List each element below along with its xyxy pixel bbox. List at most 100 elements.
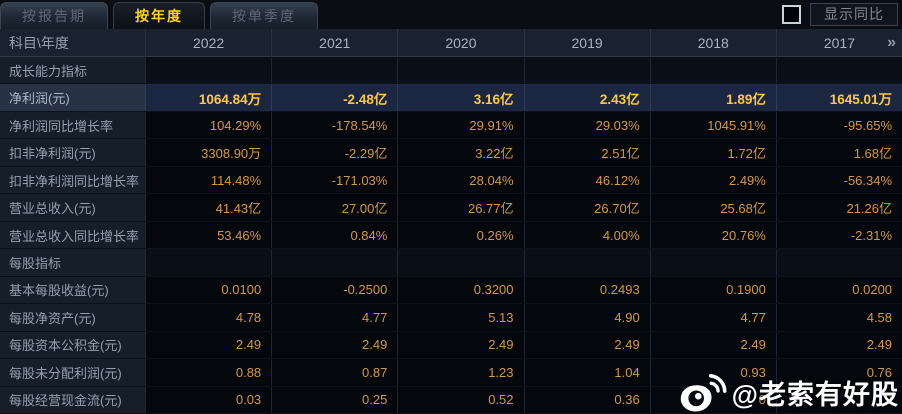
- cell-value: 3308.90万: [145, 139, 272, 166]
- cell-value: 1064.84万: [145, 84, 272, 111]
- cell-value: [145, 249, 272, 276]
- cell-value: 5.13: [397, 304, 524, 331]
- year-header-2017: 2017 »: [775, 29, 902, 56]
- table-row: 每股未分配利润(元) 0.88 0.87 1.23 1.04 0.93 0.76: [0, 359, 902, 387]
- cell-value: 46.12%: [523, 166, 650, 194]
- table-row: 每股净资产(元) 4.78 4.77 5.13 4.90 4.77 4.58: [0, 304, 902, 332]
- cell-value: [271, 249, 398, 276]
- cell-value: 26.70亿: [523, 194, 650, 221]
- cell-value: 3.16亿: [397, 84, 524, 111]
- cell-value: -2.29亿: [271, 139, 398, 166]
- table-row: 基本每股收益(元) 0.0100 -0.2500 0.3200 0.2493 0.1900…: [0, 276, 902, 305]
- cell-value: -95.65%: [775, 111, 902, 139]
- cell-value: 0.88: [145, 359, 272, 386]
- table-row: 营业总收入同比增长率 53.46% 0.84% 0.26% 4.00% 20.76% -2.…: [0, 221, 902, 250]
- show-yoy-checkbox[interactable]: [782, 5, 801, 24]
- cell-value: [649, 57, 776, 84]
- row-label: 每股资本公积金(元): [0, 331, 145, 359]
- section-row: 每股指标: [0, 249, 902, 277]
- cell-value: 53.46%: [145, 221, 272, 249]
- cell-value: 2.49: [145, 331, 272, 359]
- cell-value: 104.29%: [145, 111, 272, 139]
- cell-value: 4.90: [523, 304, 650, 331]
- cell-value: 41.43亿: [145, 194, 272, 221]
- row-label: 成长能力指标: [0, 57, 145, 84]
- cell-value: 1.68亿: [775, 139, 902, 166]
- row-label: 每股净资产(元): [0, 304, 145, 331]
- cell-value: 2.51亿: [523, 139, 650, 166]
- cell-value: 25.68亿: [649, 194, 776, 221]
- section-row: 成长能力指标: [0, 57, 902, 85]
- year-header-2020: 2020: [397, 29, 523, 56]
- cell-value: 4.58: [775, 304, 902, 331]
- cell-value: [271, 57, 398, 84]
- cell-value: -178.54%: [271, 111, 398, 139]
- cell-value: 0.03: [145, 386, 272, 414]
- year-header-2019: 2019: [523, 29, 650, 56]
- row-label: 净利润同比增长率: [0, 111, 145, 139]
- cell-value: 0.52: [397, 386, 524, 414]
- cell-value: 0.25: [271, 386, 398, 414]
- tab-by-report-period[interactable]: 按报告期: [0, 2, 108, 29]
- cell-value: -171.03%: [271, 166, 398, 194]
- row-label: 扣非净利润(元): [0, 139, 145, 166]
- table-row: 营业总收入(元) 41.43亿 27.00亿 26.77亿 26.70亿 25.68亿 21…: [0, 194, 902, 222]
- cell-value: 4.77: [271, 304, 398, 331]
- cell-value: -2.48亿: [271, 84, 398, 111]
- cell-value: 2.49: [397, 331, 524, 359]
- row-label: 每股未分配利润(元): [0, 359, 145, 386]
- table-row: 扣非净利润同比增长率 114.48% -171.03% 28.04% 46.12% 2.4…: [0, 166, 902, 195]
- cell-value: 1045.91%: [649, 111, 776, 139]
- cell-value: 1.23: [397, 359, 524, 386]
- table-row: 扣非净利润(元) 3308.90万 -2.29亿 3.22亿 2.51亿 1.72亿 1.6…: [0, 139, 902, 167]
- cell-value: 114.48%: [145, 166, 272, 194]
- cell-value: 0.76: [775, 359, 902, 386]
- cell-value: 0.1900: [649, 276, 776, 304]
- cell-value: 2.49: [649, 331, 776, 359]
- cell-value: 4.00%: [523, 221, 650, 249]
- cell-value: 0.0100: [145, 276, 272, 304]
- cell-value: 2.49: [523, 331, 650, 359]
- cell-value: 3.22亿: [397, 139, 524, 166]
- table-row: 每股资本公积金(元) 2.49 2.49 2.49 2.49 2.49 2.49: [0, 331, 902, 360]
- show-yoy-label[interactable]: 显示同比: [810, 3, 898, 26]
- table-row: 净利润(元) 1064.84万 -2.48亿 3.16亿 2.43亿 1.89亿 1645.…: [0, 84, 902, 112]
- cell-value: [523, 57, 650, 84]
- row-label: 扣非净利润同比增长率: [0, 166, 145, 194]
- cell-value: -0.2500: [271, 276, 398, 304]
- cell-value: 0.26%: [397, 221, 524, 249]
- cell-value: 2.43亿: [523, 84, 650, 111]
- cell-value: 4.77: [649, 304, 776, 331]
- tab-by-single-quarter[interactable]: 按单季度: [210, 2, 318, 29]
- row-label: 净利润(元): [0, 84, 145, 111]
- indicator-table: 科目\年度 2022 2021 2020 2019 2018 2017 » 成长…: [0, 29, 902, 414]
- tab-by-year[interactable]: 按年度: [113, 2, 205, 29]
- cell-value: 26.77亿: [397, 194, 524, 221]
- cell-value: 0.36: [523, 386, 650, 414]
- cell-value: 2.49%: [649, 166, 776, 194]
- more-years-chevron-icon[interactable]: »: [887, 33, 897, 51]
- cell-value: 1.72亿: [649, 139, 776, 166]
- cell-value: 9: [775, 386, 902, 414]
- cell-value: 0.87: [271, 359, 398, 386]
- cell-value: 2.49: [775, 331, 902, 359]
- table-row: 每股经营现金流(元) 0.03 0.25 0.52 0.36 0 9: [0, 386, 902, 414]
- header-controls: 显示同比: [782, 3, 898, 26]
- year-header-2018: 2018: [649, 29, 776, 56]
- cell-value: 4.78: [145, 304, 272, 331]
- cell-value: [523, 249, 650, 276]
- row-label: 每股指标: [0, 249, 145, 276]
- row-label: 每股经营现金流(元): [0, 386, 145, 414]
- cell-value: 0.84%: [271, 221, 398, 249]
- cell-value: -56.34%: [775, 166, 902, 194]
- table-body: 成长能力指标 净利润(元) 1064.84万 -2.48亿 3.16亿 2.43亿 1.89…: [0, 57, 902, 414]
- cell-value: 1.04: [523, 359, 650, 386]
- cell-value: 0.0200: [775, 276, 902, 304]
- year-header-2021: 2021: [271, 29, 397, 56]
- cell-value: 1645.01万: [775, 84, 902, 111]
- cell-value: 2.49: [271, 331, 398, 359]
- table-header-row: 科目\年度 2022 2021 2020 2019 2018 2017 »: [0, 29, 902, 57]
- cell-value: 0.3200: [397, 276, 524, 304]
- cell-value: [775, 57, 902, 84]
